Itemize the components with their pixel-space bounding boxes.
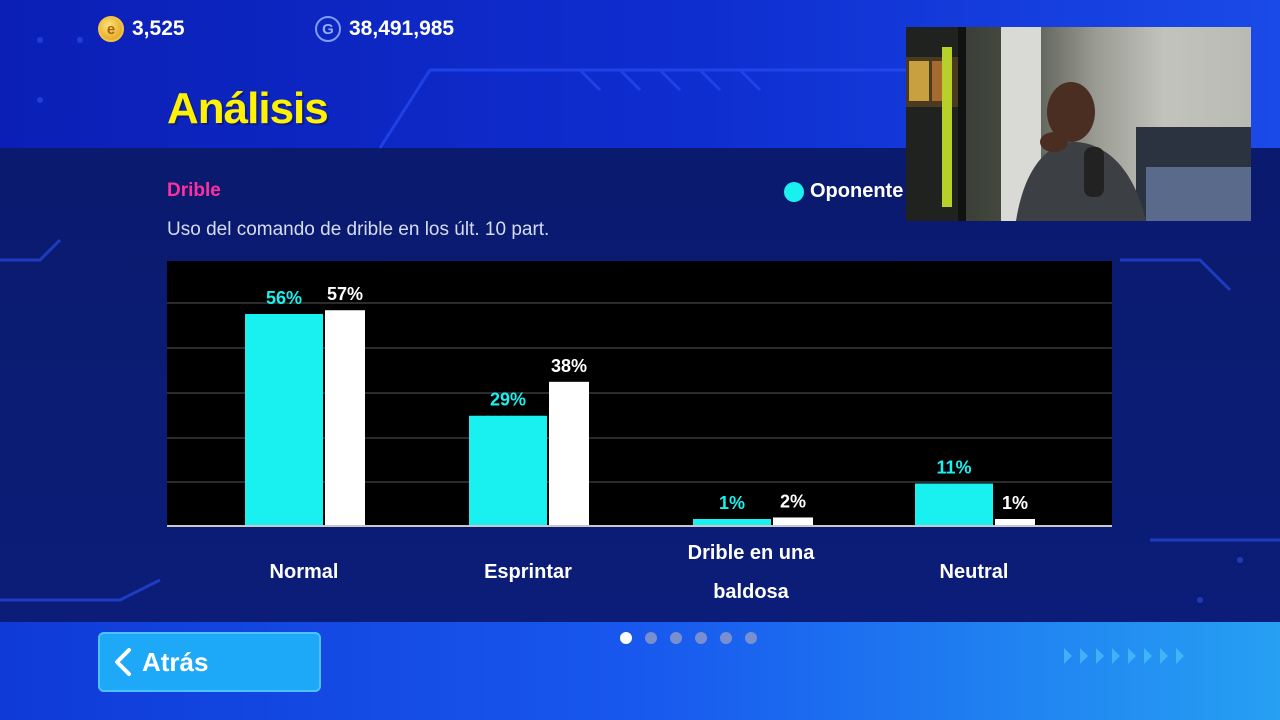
page-dot-2[interactable] bbox=[670, 632, 682, 644]
chart-legend: Oponente bbox=[784, 180, 903, 203]
chevron-left-icon bbox=[115, 648, 131, 676]
category-label-2: Drible en una baldosa bbox=[651, 534, 851, 612]
page-dot-5[interactable] bbox=[745, 632, 757, 644]
gp-icon: G bbox=[315, 16, 341, 42]
back-button[interactable]: Atrás bbox=[98, 632, 321, 692]
gp-value: 38,491,985 bbox=[349, 17, 455, 40]
category-label-3: Neutral bbox=[874, 553, 1074, 592]
coins-display: e 3,525 bbox=[98, 16, 185, 42]
data-label-player-3: 1% bbox=[1002, 493, 1028, 513]
bar-opponent-3 bbox=[915, 483, 993, 525]
page-title: Análisis bbox=[167, 84, 329, 133]
bar-opponent-2 bbox=[693, 519, 771, 525]
page-dot-4[interactable] bbox=[720, 632, 732, 644]
webcam-overlay bbox=[906, 27, 1251, 221]
data-label-player-2: 2% bbox=[780, 491, 806, 511]
category-label-line: Drible en una bbox=[687, 542, 815, 564]
chart-subtitle: Uso del comando de drible en los últ. 10… bbox=[167, 219, 550, 240]
bar-opponent-0 bbox=[245, 314, 323, 525]
category-label-line: Normal bbox=[269, 561, 339, 583]
bar-opponent-1 bbox=[469, 415, 547, 525]
category-label-1: Esprintar bbox=[428, 553, 628, 592]
category-label-line: Neutral bbox=[939, 561, 1009, 583]
bar-player-1 bbox=[549, 381, 589, 525]
data-label-opponent-2: 1% bbox=[719, 493, 745, 513]
category-label-line: baldosa bbox=[713, 581, 789, 603]
dribble-bar-chart: 56% 57% 29% 38% 1% 2% 11% 1% bbox=[167, 284, 1112, 527]
data-label-player-0: 57% bbox=[327, 284, 363, 304]
page-indicator[interactable] bbox=[620, 632, 757, 644]
section-label: Drible bbox=[167, 180, 221, 201]
legend-label-opponent: Oponente bbox=[810, 180, 904, 202]
coins-value: 3,525 bbox=[132, 17, 185, 40]
page-dot-3[interactable] bbox=[695, 632, 707, 644]
data-label-opponent-0: 56% bbox=[266, 288, 302, 308]
back-button-label: Atrás bbox=[142, 646, 209, 677]
data-label-opponent-1: 29% bbox=[490, 390, 526, 410]
category-label-0: Normal bbox=[204, 553, 404, 592]
data-label-opponent-3: 11% bbox=[936, 458, 971, 478]
bar-player-3 bbox=[995, 519, 1035, 525]
bar-player-2 bbox=[773, 517, 813, 525]
bar-player-0 bbox=[325, 310, 365, 525]
data-label-player-1: 38% bbox=[551, 356, 587, 376]
gp-display: G 38,491,985 bbox=[315, 16, 454, 42]
page-dot-0[interactable] bbox=[620, 632, 632, 644]
page-dot-1[interactable] bbox=[645, 632, 657, 644]
legend-swatch-opponent bbox=[784, 181, 804, 202]
ecoin-icon: e bbox=[98, 16, 124, 42]
category-label-line: Esprintar bbox=[484, 561, 572, 583]
